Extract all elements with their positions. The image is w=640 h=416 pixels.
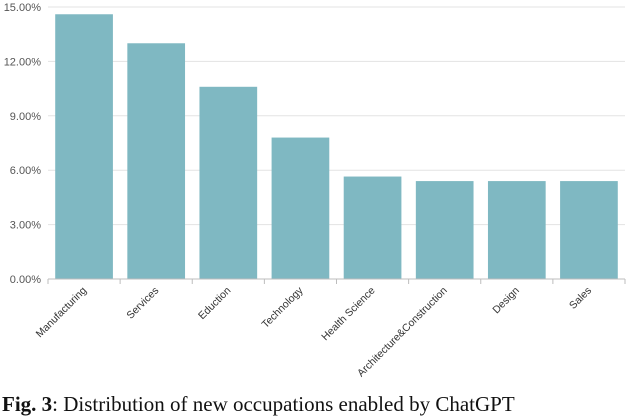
bar-services — [127, 43, 186, 280]
bar-architecture-construction — [415, 181, 474, 279]
y-tick-label: 6.00% — [10, 165, 41, 177]
axes — [47, 278, 626, 284]
y-tick-labels: 0.00% 3.00% 6.00% 9.00% 12.00% 15.00% — [4, 2, 42, 286]
x-tick-label: Sales — [567, 285, 594, 312]
bar-manufacturing — [55, 14, 113, 280]
y-tick-label: 15.00% — [4, 2, 42, 14]
bars — [55, 14, 618, 280]
y-tick-label: 9.00% — [10, 111, 41, 123]
x-tick-label: Eduction — [196, 285, 233, 322]
y-tick-label: 0.00% — [10, 274, 41, 286]
y-tick-label: 3.00% — [10, 220, 41, 232]
bar-technology — [271, 137, 330, 279]
caption-label: Fig. 3 — [2, 392, 53, 416]
bar-design — [487, 181, 546, 279]
x-tick-labels: Manufacturing Services Eduction Technology H… — [34, 284, 594, 379]
caption-text: : Distribution of new occupations enable… — [52, 392, 515, 416]
bar-sales — [560, 181, 618, 279]
x-tick-label: Health Science — [319, 285, 378, 344]
x-tick-label: Design — [490, 285, 522, 317]
x-tick-label: Technology — [260, 284, 307, 331]
bar-chart: 0.00% 3.00% 6.00% 9.00% 12.00% 15.00% Manufac… — [4, 2, 626, 379]
x-tick-label: Services — [124, 285, 161, 322]
bar-health-science — [343, 176, 402, 279]
figure-caption: Fig. 3: Distribution of new occupations … — [2, 392, 640, 416]
x-tick-label: Manufacturing — [34, 285, 90, 341]
bar-eduction — [199, 86, 258, 279]
y-tick-label: 12.00% — [4, 56, 42, 68]
